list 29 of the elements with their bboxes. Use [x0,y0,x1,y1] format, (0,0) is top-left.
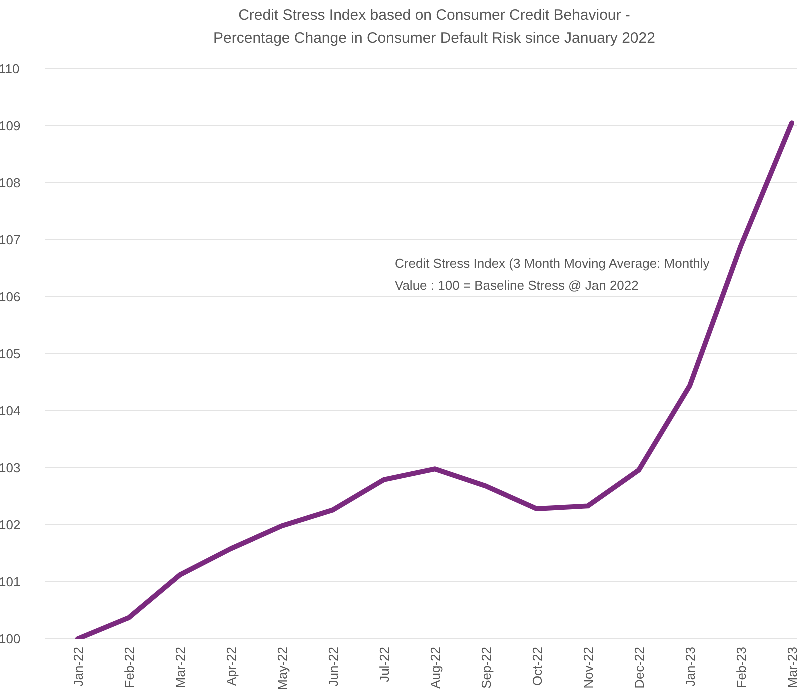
x-tick-label: Jan-23 [683,647,698,687]
x-tick-label: Feb-22 [122,647,138,688]
series-label: Credit Stress Index (3 Month Moving Average: Monthly Value : 100 = Baseline Stress @ Jan 2022 [395,255,711,295]
y-tick-label: 100 [0,632,21,647]
y-tick-label: 102 [0,518,21,533]
x-tick-label: Jun-22 [326,647,342,687]
x-tick-label: Aug-22 [428,647,444,689]
chart-title: Credit Stress Index based on Consumer Credit Behaviour - [238,6,632,26]
y-tick-label: 110 [0,62,20,77]
x-tick-label: Mar-23 [785,647,800,688]
y-tick-label: 104 [0,404,21,419]
x-tick-label: Mar-22 [173,647,188,688]
y-tick-label: 101 [0,574,21,590]
y-tick-label: 103 [0,460,21,476]
x-tick-label: Jul-22 [377,647,392,682]
x-tick-label: Oct-22 [530,647,546,686]
y-tick-label: 108 [0,176,21,191]
y-tick-label: 106 [0,290,21,305]
y-tick-label: 107 [0,232,21,248]
x-tick-label: Dec-22 [632,647,648,689]
x-tick-label: Sep-22 [479,647,494,689]
x-tick-label: Apr-22 [224,647,240,686]
y-tick-label: 105 [0,346,21,362]
chart-subtitle: Percentage Change in Consumer Default Risk since January 2022 [212,29,656,49]
x-tick-label: Nov-22 [581,647,596,689]
x-tick-label: May-22 [275,647,290,690]
x-tick-label: Feb-23 [734,647,750,688]
y-tick-label: 109 [0,118,21,134]
x-tick-label: Jan-22 [71,647,86,687]
